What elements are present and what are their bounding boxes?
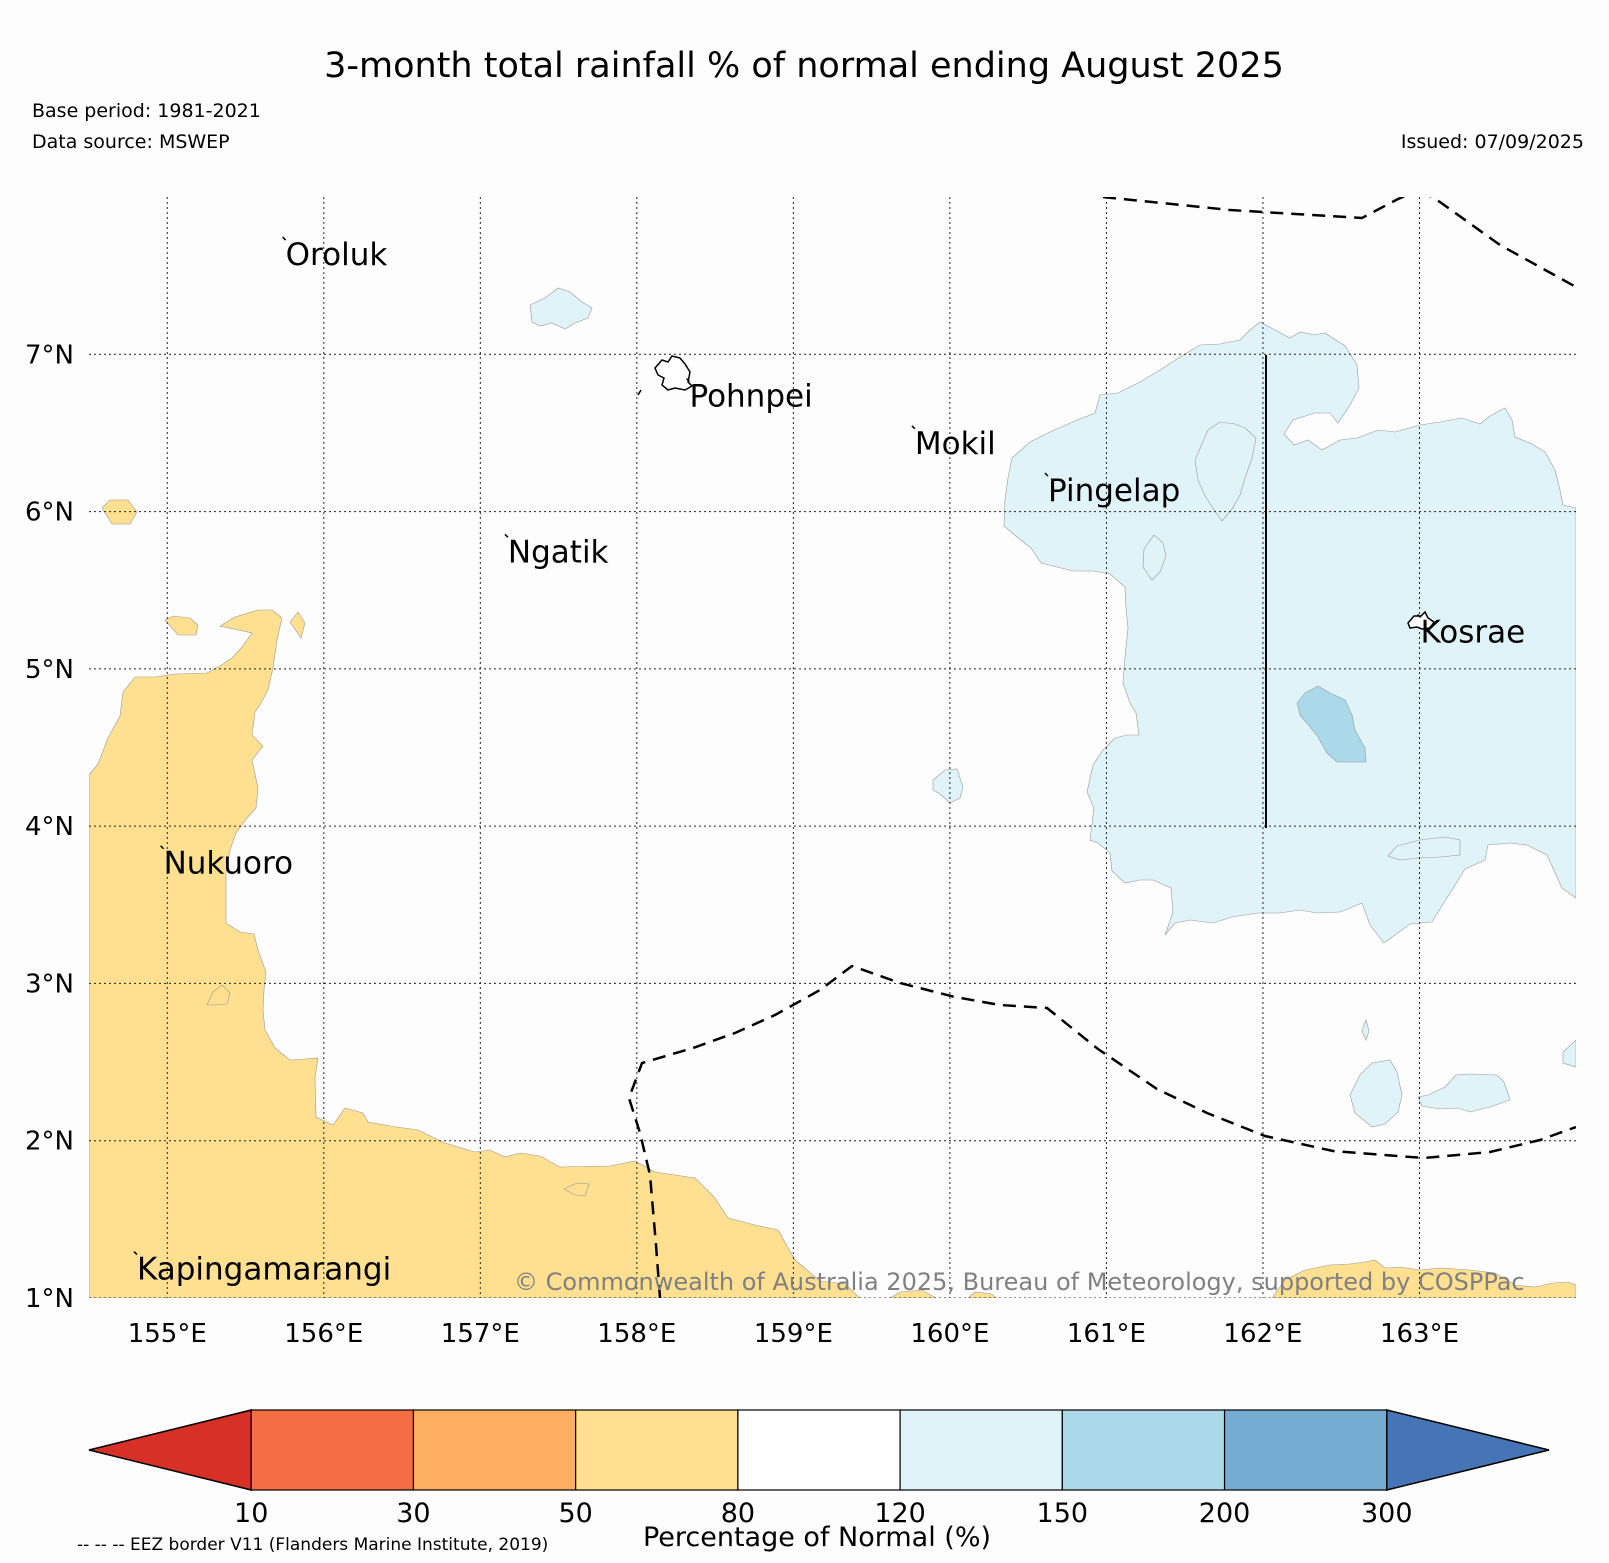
rainfall-region-120-150-east [1003,321,1576,944]
rainfall-region-120-150-se-islet-c [1562,1039,1576,1068]
lon-tick-label: 158°E [597,1319,676,1349]
pohnpei-island-outline [654,355,694,391]
eez-borders [627,197,1576,1298]
colorbar-extend-high [1386,1409,1550,1491]
place-label: Ngatik [508,534,609,570]
place-label: Oroluk [286,237,388,273]
rainfall-region-120-150-north-islet [529,287,593,330]
place-label: Nukuoro [164,846,293,882]
colorbar-tick-label: 150 [1037,1498,1089,1529]
lat-tick-label: 3°N [25,969,74,999]
colorbar-tick-label: 120 [874,1498,926,1529]
place-labels: Oroluk Pohnpei Mokil Pingelap Ngatik Kosrae Nu… [133,236,1525,1288]
place-marker [911,425,916,430]
rainfall-region-120-150-mid-islet [932,768,964,804]
eez-border-south [627,964,1576,1298]
lon-tick-label: 163°E [1380,1319,1459,1349]
pohnpei-islet-outline [637,389,642,396]
eez-border-northeast [1429,197,1576,289]
rainfall-region-120-150-se-islet-d [1361,1019,1370,1041]
place-marker [133,1250,138,1256]
colorbar-segment [412,1409,577,1491]
place-marker [685,378,691,383]
place-marker [160,845,165,850]
lat-tick-label: 1°N [25,1284,74,1314]
colorbar-tick-label: 300 [1361,1498,1413,1529]
colorbar-segment [250,1409,415,1491]
eez-note: -- -- -- EEZ border V11 (Flanders Marine… [77,1535,548,1555]
colorbar-extend-low [88,1409,252,1491]
data-source: Data source: MSWEP [32,131,230,153]
lon-tick-label: 155°E [128,1319,207,1349]
colorbar-segment [1061,1409,1226,1491]
issued-date: Issued: 07/09/2025 [1401,131,1584,153]
colorbar-segment [899,1409,1063,1491]
base-period: Base period: 1981-2021 [32,100,261,122]
colorbar-segment [737,1409,901,1491]
lon-tick-label: 160°E [910,1319,989,1349]
lat-tick-label: 2°N [25,1127,74,1157]
place-marker [282,236,287,241]
rainfall-region-50-80-west [89,609,861,1298]
place-marker [504,533,509,538]
colorbar-tick-label: 10 [234,1498,268,1529]
copyright-notice: © Commonwealth of Australia 2025, Bureau… [514,1268,1525,1296]
place-label: Kosrae [1420,615,1525,651]
rainfall-region-150-200 [1296,685,1367,763]
lat-tick-label: 7°N [25,340,74,370]
map-grid [89,197,1576,1298]
map-area: Oroluk Pohnpei Mokil Pingelap Ngatik Kosrae Nu… [89,197,1576,1298]
place-marker [1044,472,1049,477]
longitude-labels: 155°E 156°E 157°E 158°E 159°E 160°E 161°E 162°E… [128,1319,1459,1349]
colorbar-tick-label: 80 [721,1498,755,1529]
rainfall-region-50-80-islet-c [289,611,306,639]
rainfall-region-50-80-south [889,1259,1576,1298]
lon-tick-label: 161°E [1067,1319,1146,1349]
colorbar-label: Percentage of Normal (%) [643,1522,991,1553]
place-label: Pohnpei [689,379,812,415]
rainfall-region-120-150-se-islet-b [1417,1073,1511,1113]
place-label: Pingelap [1048,473,1180,509]
lon-tick-label: 159°E [754,1319,833,1349]
latitude-labels: 1°N 2°N 3°N 4°N 5°N 6°N 7°N [25,340,74,1314]
place-marker [1416,613,1422,619]
colorbar-tick-label: 50 [558,1498,592,1529]
lon-tick-label: 156°E [284,1319,363,1349]
rainfall-region-120-150-se-islet-a [1349,1059,1403,1128]
map-title: 3-month total rainfall % of normal endin… [324,46,1284,86]
eez-border-north [1102,197,1407,220]
lat-tick-label: 5°N [25,655,74,685]
place-label: Mokil [915,426,996,462]
colorbar-segment [575,1409,739,1491]
place-label: Kapingamarangi [137,1252,391,1288]
lon-tick-label: 162°E [1223,1319,1302,1349]
lat-tick-label: 4°N [25,812,74,842]
colorbar-segment [1223,1409,1388,1491]
colorbar: 10 30 50 80 120 150 200 300 [88,1409,1550,1529]
colorbar-tick-label: 30 [396,1498,430,1529]
lon-tick-label: 157°E [441,1319,520,1349]
rainfall-region-50-80-islet-b [164,615,199,636]
lat-tick-label: 6°N [25,498,74,528]
colorbar-tick-label: 200 [1199,1498,1251,1529]
